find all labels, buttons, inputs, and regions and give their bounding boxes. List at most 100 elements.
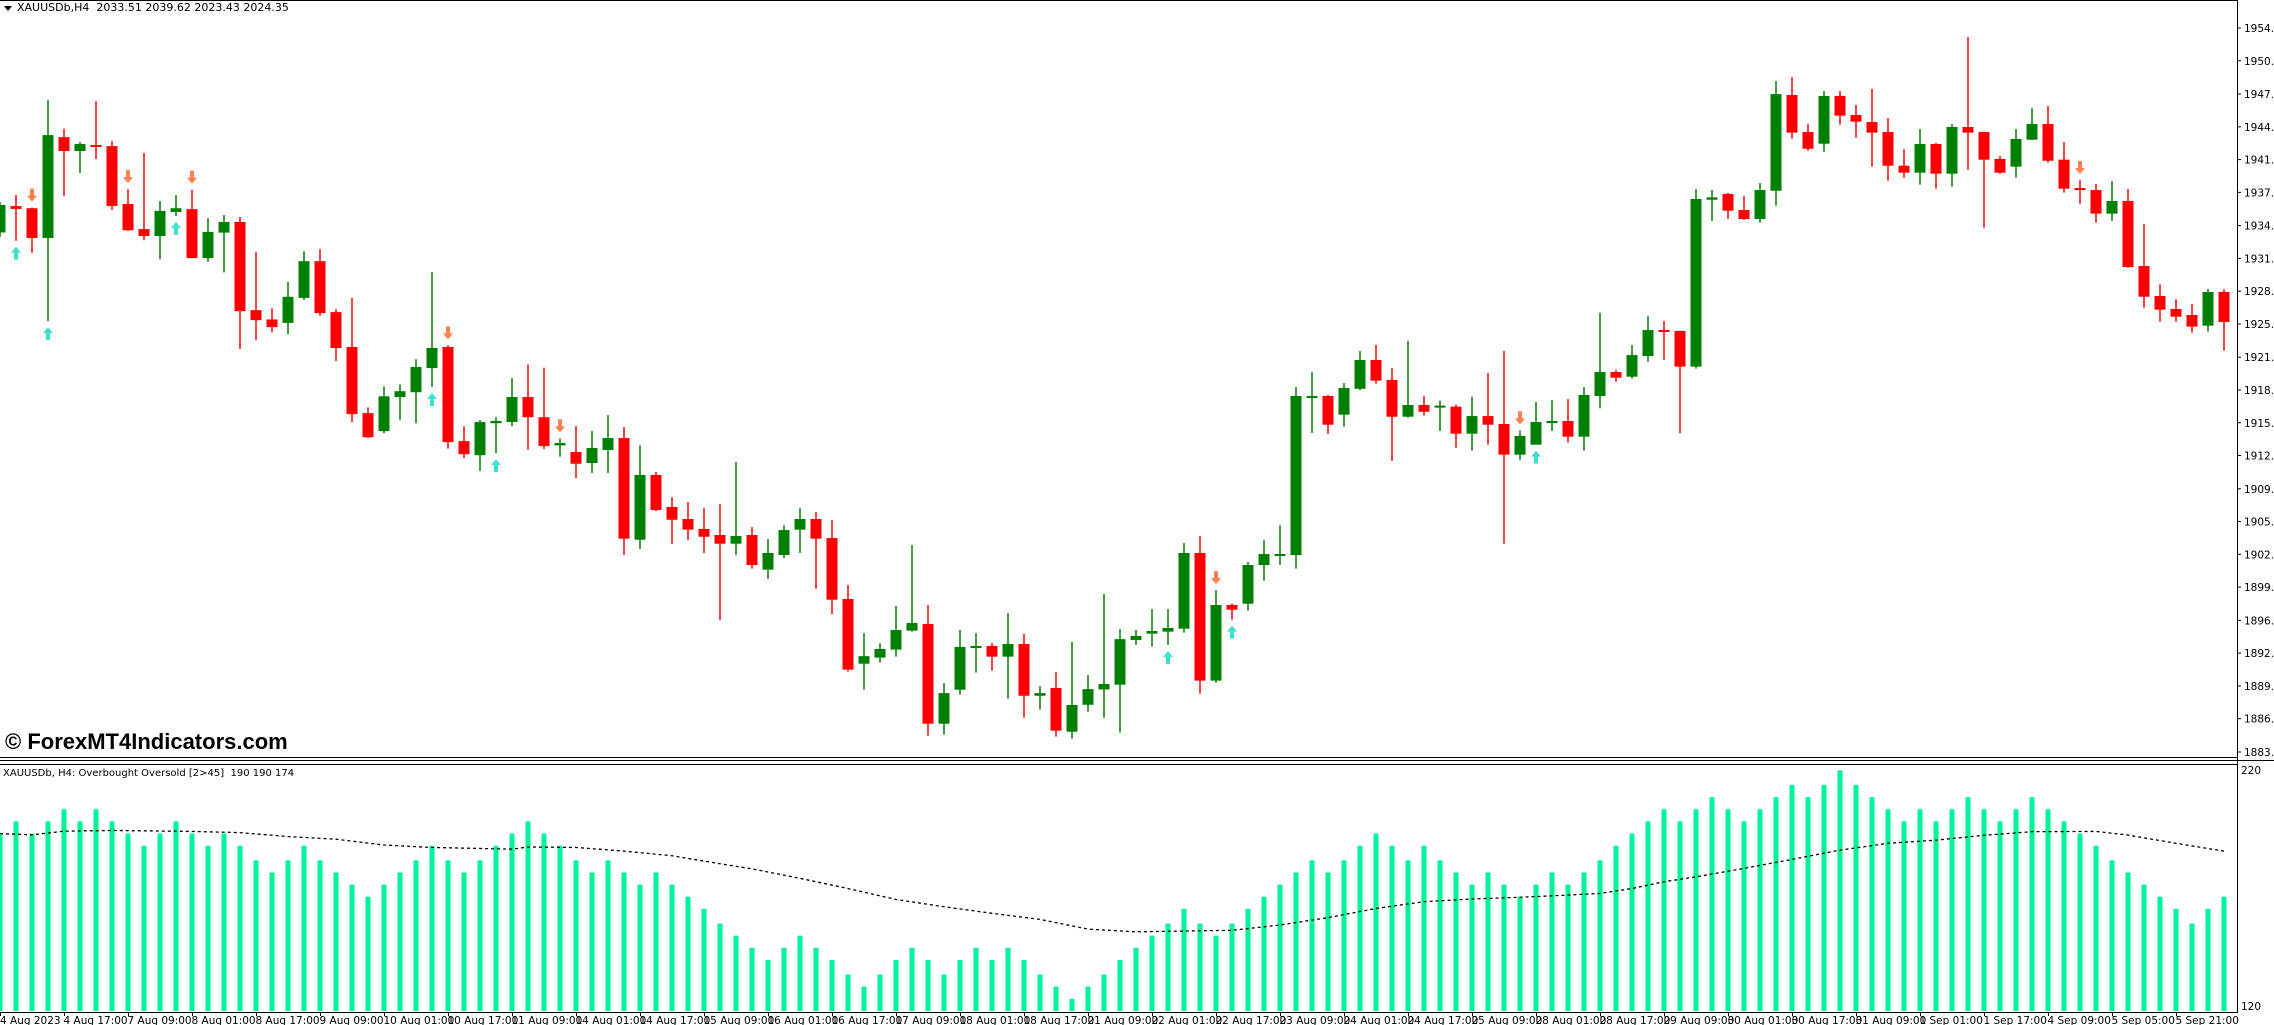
candle-body <box>762 553 774 570</box>
candle-body <box>1114 639 1126 685</box>
candle <box>1930 142 1942 189</box>
candle <box>378 386 390 434</box>
histogram-bar <box>1933 821 1939 1011</box>
candle-body <box>1578 395 1590 437</box>
watermark: © ForexMT4Indicators.com <box>5 729 288 754</box>
candle-body <box>1194 553 1206 681</box>
candle <box>970 633 982 673</box>
candle <box>282 281 294 335</box>
indicator-label: XAUUSDb, H4: Overbought Oversold [2>45] … <box>3 768 295 779</box>
candle <box>266 308 278 333</box>
indicator-histogram <box>0 770 2227 1011</box>
candle <box>26 207 38 253</box>
candle <box>298 251 310 300</box>
histogram-bar <box>1517 896 1523 1011</box>
candle <box>938 683 950 735</box>
candle <box>1786 77 1798 139</box>
buy-arrow-icon <box>1531 450 1541 464</box>
candle <box>1386 368 1398 462</box>
histogram-bar <box>1997 821 2003 1011</box>
histogram-bar <box>1629 833 1635 1011</box>
candle <box>2154 284 2166 322</box>
time-label: 10 Aug 17:00 <box>448 1015 519 1025</box>
price-label: 1931.50 <box>2244 253 2274 265</box>
time-label: 30 Aug 01:00 <box>1728 1015 1799 1025</box>
candle <box>1274 525 1286 565</box>
histogram-bar <box>1453 872 1459 1011</box>
histogram-bar <box>1917 809 1923 1011</box>
candle-body <box>1098 683 1110 690</box>
candle <box>250 251 262 341</box>
candle <box>538 367 550 449</box>
candle <box>1178 542 1190 633</box>
buy-arrow-icon <box>1163 650 1173 664</box>
histogram-bar <box>2013 809 2019 1011</box>
price-label: 1944.35 <box>2244 122 2274 134</box>
histogram-bar <box>253 860 259 1011</box>
candle <box>714 504 726 621</box>
candle <box>122 189 134 231</box>
histogram-bar <box>1597 860 1603 1011</box>
candle-body <box>602 438 614 450</box>
histogram-bar <box>1789 785 1795 1011</box>
histogram-bar <box>605 860 611 1011</box>
sell-arrow-icon <box>123 170 133 184</box>
histogram-bar <box>1757 809 1763 1011</box>
histogram-bar <box>1053 986 1059 1011</box>
sell-arrow-icon <box>443 326 453 340</box>
histogram-bar <box>1581 872 1587 1011</box>
candle-body <box>490 421 502 424</box>
histogram-bar <box>589 872 595 1011</box>
candle <box>1898 149 1910 178</box>
candle-body <box>298 261 310 298</box>
candle-body <box>730 536 742 544</box>
candle <box>1658 321 1670 360</box>
candle <box>1738 196 1750 220</box>
histogram-bar <box>573 860 579 1011</box>
time-label: 8 Aug 17:00 <box>256 1015 320 1025</box>
buy-arrow-icon <box>491 459 501 473</box>
price-label: 1950.80 <box>2244 56 2274 68</box>
candle-body <box>234 221 246 312</box>
candle <box>1578 387 1590 451</box>
candle <box>2074 180 2086 204</box>
candle-body <box>538 417 550 447</box>
candle <box>1770 81 1782 206</box>
time-label: 28 Aug 01:00 <box>1536 1015 1607 1025</box>
price-label: 1934.70 <box>2244 221 2274 233</box>
histogram-bar <box>77 821 83 1011</box>
sell-arrow-icon <box>1211 571 1221 585</box>
candle-body <box>122 204 134 231</box>
candle <box>794 508 806 554</box>
price-label: 1925.10 <box>2244 319 2274 331</box>
histogram-bar <box>365 896 371 1011</box>
candle-body <box>1306 396 1318 399</box>
histogram-bar <box>1389 845 1395 1011</box>
candle-body <box>1978 132 1990 160</box>
candle-body <box>666 507 678 520</box>
price-label: 1921.85 <box>2244 352 2274 364</box>
collapse-triangle-icon[interactable] <box>4 5 12 11</box>
histogram-bar <box>1117 959 1123 1011</box>
candle <box>906 545 918 632</box>
histogram-bar <box>1421 845 1427 1011</box>
time-label: 25 Aug 09:00 <box>1472 1015 1543 1025</box>
price-label: 1889.75 <box>2244 681 2274 693</box>
candle <box>330 309 342 362</box>
histogram-bar <box>1101 974 1107 1011</box>
time-label: 5 Sep 21:00 <box>2176 1015 2239 1025</box>
candle-body <box>2154 295 2166 310</box>
candle-body <box>1530 422 1542 445</box>
candle <box>1722 192 1734 219</box>
candle <box>346 297 358 423</box>
histogram-bar <box>765 959 771 1011</box>
candle <box>1002 613 1014 699</box>
candle-body <box>778 530 790 556</box>
candle <box>458 426 470 459</box>
candle <box>10 195 22 241</box>
candle-body <box>250 310 262 321</box>
time-label: 14 Aug 17:00 <box>640 1015 711 1025</box>
histogram-bar <box>2061 821 2067 1011</box>
candle-body <box>266 319 278 328</box>
